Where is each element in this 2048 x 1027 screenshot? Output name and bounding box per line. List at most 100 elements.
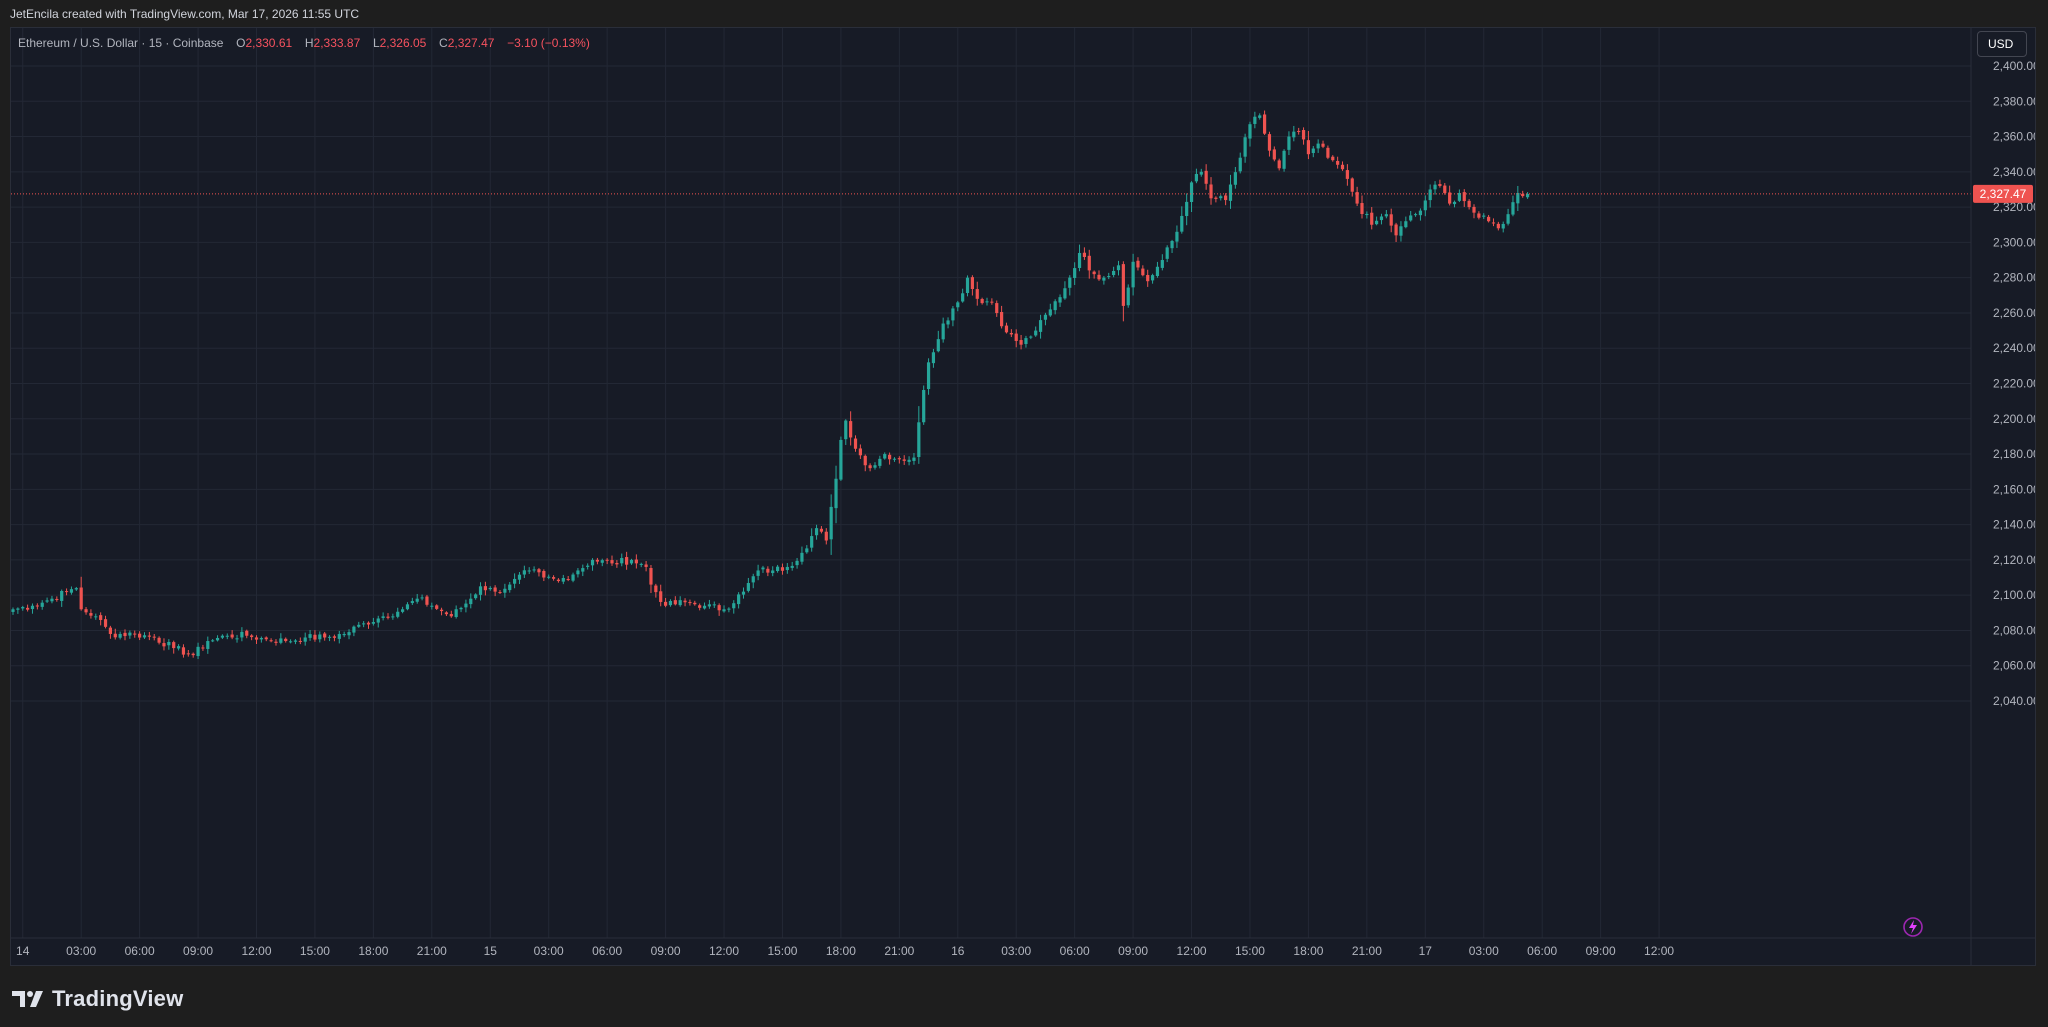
candle-body [1087,255,1091,271]
x-tick-label: 09:00 [183,944,213,958]
candle-body [571,574,575,581]
candle-body [1209,184,1213,199]
candle-body [732,603,736,609]
candle-body [1063,288,1067,299]
candle-body [576,570,580,575]
chart-panel[interactable]: 2,040.00 2,060.00 2,080.00 2,100.00 2,120.00… [10,27,2036,966]
candle [113,628,117,640]
candle-body [1491,222,1496,224]
y-tick-label: 2,100.00 [1993,588,2036,602]
candle [1063,281,1067,300]
symbol-name[interactable]: Ethereum / U.S. Dollar · 15 · Coinbase [18,36,224,50]
candle-body [342,633,346,636]
candle [1038,314,1043,339]
candle-body [649,568,653,585]
candle-body [688,602,692,604]
candle [69,586,74,595]
candle-body [1516,193,1520,204]
candle-body [814,528,819,536]
candle-body [1116,265,1121,271]
candle-body [64,591,69,593]
x-tick-label: 21:00 [1352,944,1382,958]
candle-body [610,560,614,564]
candle [1521,190,1525,198]
candle-body [99,615,103,620]
candle [1194,168,1199,184]
candle-body [1428,189,1432,201]
candle [1525,192,1530,199]
candle-body [162,643,166,647]
candle-body [444,612,449,615]
candle [1204,164,1208,190]
candle-body [474,594,478,599]
candle-body [980,299,984,304]
candle-body [1219,196,1223,199]
candle-body [16,608,20,610]
candle [206,636,210,654]
candle-body [220,635,225,638]
candle [1409,210,1413,222]
candle-body [60,590,64,601]
candle [819,526,824,534]
candle-body [21,607,25,609]
candle [235,634,239,643]
candle-body [1311,148,1315,154]
tradingview-logo[interactable]: TradingView [12,986,183,1012]
candle [698,603,702,611]
candle [1034,326,1038,337]
candle [902,455,906,465]
lightning-icon[interactable] [1903,917,1923,937]
candle-body [912,457,916,461]
candle-body [717,605,721,611]
candle-body [1082,252,1086,258]
candle [1155,261,1160,278]
y-tick-label: 2,320.00 [1993,200,2036,214]
candle-body [1058,297,1062,303]
candle [1243,133,1247,163]
candle [888,452,892,465]
lightning-icon-bolt [1909,920,1917,934]
currency-button[interactable]: USD [1977,31,2027,57]
candle [225,633,229,640]
candle-body [819,528,824,532]
candle [1228,174,1233,209]
candle-body [1146,274,1150,282]
candle-body [761,567,765,570]
candle [1189,181,1194,213]
candle [1267,131,1272,157]
candle [1170,239,1174,253]
tradingview-wordmark: TradingView [52,986,184,1011]
candle-body [1496,223,1500,229]
candle-body [1107,276,1111,278]
last-price-badge-label: 2,327.47 [1980,187,2027,201]
candle-body [327,636,332,638]
candle [878,455,882,469]
candle-body [1000,312,1004,327]
candle-body [1501,223,1505,229]
x-tick-label: 06:00 [1527,944,1557,958]
price-chart[interactable]: 2,040.00 2,060.00 2,080.00 2,100.00 2,120.00… [11,28,2036,966]
y-tick-label: 2,300.00 [1993,235,2036,249]
candle-body [698,605,702,608]
candle-body [1379,216,1384,221]
candle-body [1277,160,1281,169]
low-value: 2,326.05 [379,36,427,50]
candle-body [89,613,93,616]
candle [464,599,468,613]
candle [688,599,692,606]
candle-body [634,559,638,564]
candle [1048,303,1052,317]
candle-body [1418,210,1423,216]
candle [1219,194,1223,201]
candle-body [386,616,390,618]
candle-body [1141,268,1145,276]
candle-body [805,548,809,553]
candle [956,300,960,312]
candle-body [878,458,882,466]
candle [1394,222,1398,242]
candle-body [381,616,385,618]
candle [522,565,526,579]
candle [250,634,254,641]
candle-body [274,641,278,643]
candle [654,583,658,598]
